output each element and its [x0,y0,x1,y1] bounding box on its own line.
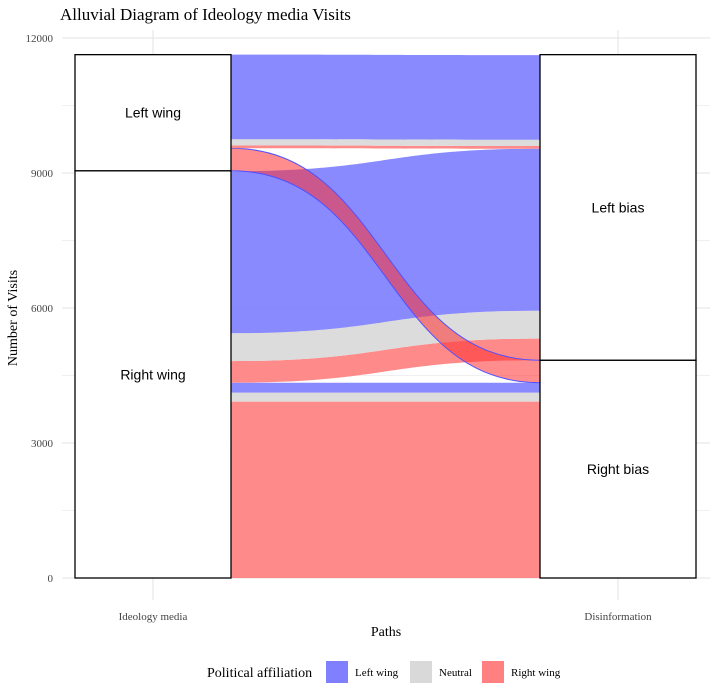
flow-neutral [231,139,540,146]
y-tick-label: 0 [48,573,54,585]
stratum-label-right-bias: Right bias [587,461,649,477]
y-tick-label: 6000 [31,303,54,315]
stratum-box-left-bias [539,54,697,361]
legend-key-neutral [410,661,432,683]
y-tick-label: 12000 [26,33,54,45]
stratum-box-left-wing [74,54,232,172]
alluvial-flows [230,54,541,578]
stratum-label-left-bias: Left bias [592,199,645,215]
y-tick-label: 9000 [31,168,54,180]
y-axis-ticks: 0 3000 6000 9000 12000 [26,33,54,585]
y-tick-label: 3000 [31,438,54,450]
flow-neutral [231,310,540,362]
flow-left-wing [231,54,540,140]
flow-left-wing [231,382,540,393]
x-tick-label: Ideology media [119,611,188,623]
legend-key-left-wing [326,661,348,683]
flow-neutral [231,392,540,402]
x-axis-ticks: Ideology media Disinformation [119,611,652,623]
legend-key-right-wing [482,661,504,683]
legend-label-right-wing: Right wing [511,667,561,679]
flow-left-wing [231,148,540,334]
x-tick-label: Disinformation [584,611,652,623]
strata-boxes: Right wing Left wing Right bias Left bias [74,54,697,579]
stratum-label-left-wing: Left wing [125,105,181,121]
chart-title: Alluvial Diagram of Ideology media Visit… [60,5,351,24]
stratum-label-right-wing: Right wing [120,366,185,382]
legend-label-left-wing: Left wing [355,667,399,679]
legend: Political affiliation Left wing Neutral Ri… [207,661,561,683]
legend-label-neutral: Neutral [439,667,472,679]
flow-right-wing [231,401,540,578]
stratum-box-right-bias [539,359,697,579]
stratum-box-right-wing [74,170,232,579]
legend-title: Political affiliation [207,666,312,681]
x-axis-label: Paths [371,625,401,640]
y-axis-label: Number of Visits [6,270,21,366]
flow-right-wing [231,145,540,149]
